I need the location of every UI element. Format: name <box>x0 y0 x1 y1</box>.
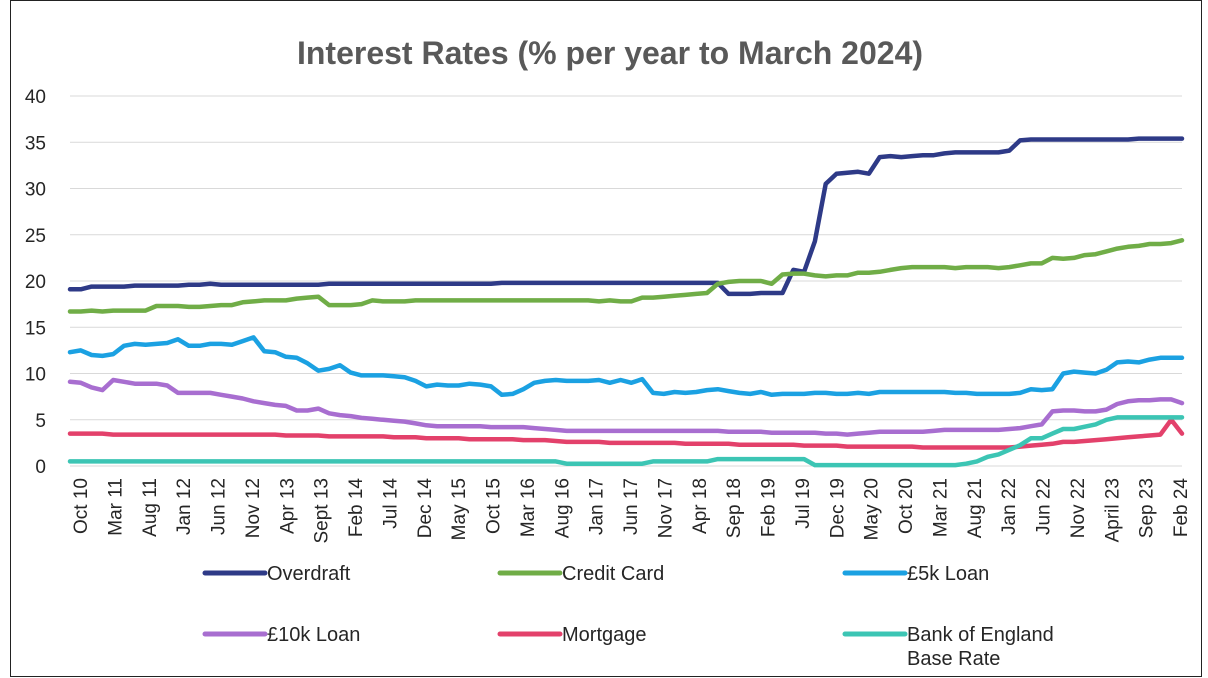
legend-item-5: Bank of England Base Rate <box>842 624 1054 670</box>
chart-frame <box>10 0 1202 677</box>
x-tick-label: May 15 <box>449 478 470 540</box>
x-tick-label: May 20 <box>862 478 883 540</box>
x-tick-label: Feb 19 <box>759 478 780 537</box>
x-tick-label: Sept 13 <box>312 478 333 544</box>
y-tick-label: 25 <box>25 226 46 247</box>
legend-label: £10k Loan <box>267 624 360 646</box>
x-tick-label: Sep 23 <box>1137 478 1158 538</box>
y-tick-label: 10 <box>25 365 46 386</box>
legend-label: Overdraft <box>267 563 351 585</box>
series-line-0 <box>67 136 1185 297</box>
x-tick-label: Jan 22 <box>999 478 1020 535</box>
x-tick-label: Aug 21 <box>965 478 986 538</box>
series-line-2 <box>67 335 1185 398</box>
y-tick-label: 20 <box>25 272 46 293</box>
legend: Overdraft Credit Card £5k Loan £10k Loan Mor… <box>202 563 1054 670</box>
x-tick-label: Jan 12 <box>174 478 195 535</box>
x-tick-label: Dec 19 <box>827 478 848 538</box>
legend-label: Bank of England Base Rate <box>907 624 1054 670</box>
legend-label: £5k Loan <box>907 563 989 585</box>
series-lines <box>67 136 1185 468</box>
x-tick-label: Feb 24 <box>1171 478 1192 538</box>
y-axis-ticks: 0 5 10 15 20 25 30 35 40 <box>25 87 46 478</box>
series-line-1 <box>67 238 1185 314</box>
legend-item-1: Credit Card <box>497 563 664 585</box>
x-tick-label: Mar 11 <box>105 478 126 536</box>
x-tick-label: Nov 22 <box>1068 478 1089 538</box>
x-tick-label: Jun 17 <box>621 478 642 535</box>
series-line-5 <box>67 415 1185 468</box>
legend-item-0: Overdraft <box>202 563 351 585</box>
x-tick-label: Sep 18 <box>724 478 745 538</box>
x-tick-label: Mar 21 <box>930 478 951 537</box>
y-tick-label: 5 <box>35 411 46 432</box>
x-tick-label: Nov 12 <box>243 478 264 538</box>
x-tick-label: Aug 16 <box>552 478 573 538</box>
x-tick-label: Jan 17 <box>587 478 608 535</box>
x-tick-label: Jul 14 <box>380 478 401 529</box>
x-tick-label: Jun 12 <box>209 478 230 535</box>
y-tick-label: 40 <box>25 87 46 108</box>
y-tick-label: 30 <box>25 180 46 201</box>
series-line-3 <box>67 377 1185 437</box>
y-tick-label: 15 <box>25 318 46 339</box>
x-tick-label: Oct 20 <box>896 478 917 534</box>
y-tick-label: 0 <box>35 457 46 478</box>
legend-item-2: £5k Loan <box>842 563 989 585</box>
legend-item-4: Mortgage <box>497 624 647 646</box>
x-tick-label: Jun 22 <box>1034 478 1055 535</box>
x-tick-label: Feb 14 <box>346 478 367 538</box>
x-tick-label: Oct 10 <box>71 478 92 534</box>
x-axis-ticks: Oct 10 Mar 11 Aug 11 Jan 12 Jun 12 Nov 12 Apr … <box>71 478 1192 544</box>
legend-item-3: £10k Loan <box>202 624 360 646</box>
x-tick-label: Oct 15 <box>484 478 505 534</box>
legend-label: Credit Card <box>562 563 664 585</box>
x-tick-label: Nov 17 <box>655 478 676 538</box>
series-line-4 <box>67 417 1185 450</box>
y-tick-label: 35 <box>25 133 46 154</box>
grid-lines <box>70 95 1182 467</box>
x-tick-label: Aug 11 <box>140 478 161 537</box>
x-tick-label: Apr 18 <box>690 478 711 534</box>
chart-title: Interest Rates (% per year to March 2024… <box>297 35 923 71</box>
x-tick-label: April 23 <box>1102 478 1123 542</box>
x-tick-label: Mar 16 <box>518 478 539 537</box>
x-tick-label: Apr 13 <box>277 478 298 534</box>
x-tick-label: Jul 19 <box>793 478 814 529</box>
x-tick-label: Dec 14 <box>415 478 436 539</box>
legend-label: Mortgage <box>562 624 647 646</box>
